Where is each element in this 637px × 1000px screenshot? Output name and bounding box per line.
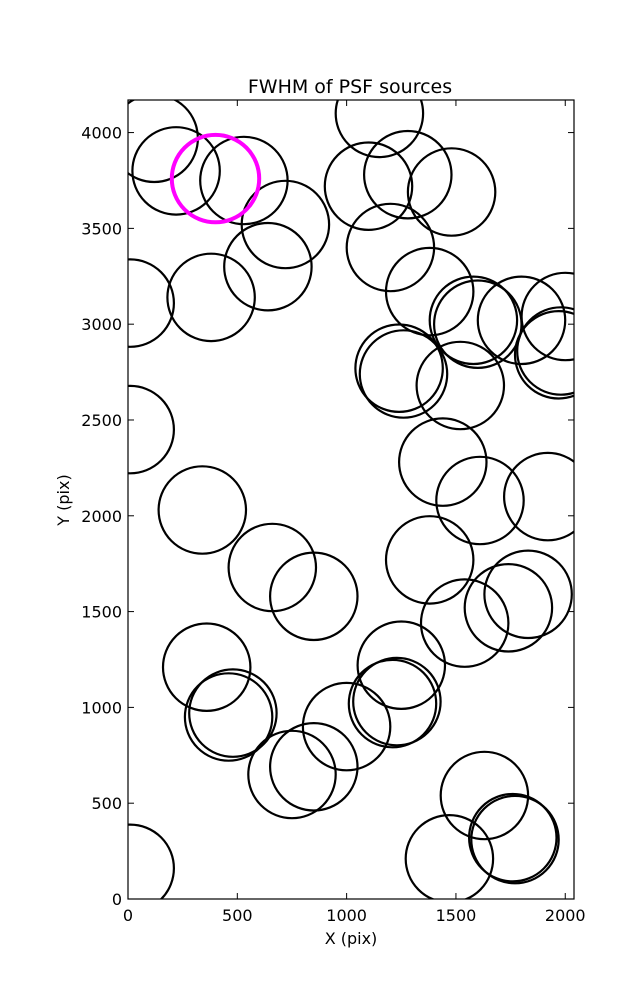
psf-source-circle [356,620,447,711]
psf-source-circle [247,729,337,820]
x-axis-label: X (pix) [325,929,378,948]
y-tick-label: 3000 [81,315,122,334]
psf-source-circle [128,823,175,899]
plot-frame [127,99,575,900]
psf-source-circle [435,455,525,546]
psf-source-circle [223,221,313,312]
x-tick-label: 1000 [326,906,367,925]
psf-source-circle [128,100,199,184]
psf-source-circle [513,310,574,400]
psf-source-circle [483,549,573,640]
psf-source-circle [397,417,488,507]
psf-source-circle [347,658,438,749]
psf-source-circle [161,622,252,713]
psf-source-circle [358,329,449,419]
psf-source-circle [404,814,495,899]
x-tick-label: 2000 [545,906,586,925]
psf-source-circle [520,271,574,362]
psf-source-circle [384,246,475,337]
y-tick-label: 2000 [81,507,122,526]
psf-source-circle [503,451,574,542]
psf-source-circle [227,522,318,613]
psf-source-circle [354,323,444,414]
y-tick-label: 3500 [81,219,122,238]
psf-source-circle [362,129,453,220]
y-axis-label: Y (pix) [54,474,73,526]
psf-source-circle [516,306,574,396]
psf-source-circle [467,792,558,883]
psf-source-circle [384,515,475,605]
psf-source-circle [470,794,560,885]
psf-source-circle [428,275,519,366]
psf-source-circle [131,126,221,216]
psf-source-circle [188,668,278,758]
psf-source-circle [268,721,359,812]
psf-source-circle [323,141,414,232]
y-tick-label: 4000 [81,124,122,143]
psf-source-circle [345,202,436,293]
psf-source-circle [301,681,392,772]
psf-source-circle [419,578,510,668]
y-tick-label: 1500 [81,603,122,622]
psf-source-circle [166,252,256,343]
psf-source-circle [334,100,425,159]
psf-source-circle [157,465,248,555]
psf-source-circle [439,750,530,841]
x-tick-label: 0 [123,906,133,925]
psf-source-circle [476,275,567,366]
psf-source-circle [268,551,359,642]
psf-source-circle [415,340,506,431]
psf-source-circle [352,656,442,747]
y-tick-label: 2500 [81,411,122,430]
plot-circles [128,100,574,899]
psf-source-circle [463,562,554,653]
psf-source-circle [406,147,497,237]
y-tick-label: 1000 [81,698,122,717]
x-tick-label: 1500 [436,906,477,925]
y-tick-label: 0 [112,890,122,909]
highlighted-source-circle [169,132,262,225]
psf-source-circle [128,384,175,475]
psf-source-circle [128,258,175,348]
y-axis-ticks: 0 500 1000 1500 2000 2500 3000 3500 4000 [81,124,574,909]
x-tick-label: 500 [222,906,253,925]
y-tick-label: 500 [91,794,122,813]
chart-title: FWHM of PSF sources [248,76,452,98]
psf-source-circle [183,672,274,762]
psf-source-circle [240,179,331,270]
x-axis-ticks: 0 500 1000 1500 2000 [123,100,586,925]
